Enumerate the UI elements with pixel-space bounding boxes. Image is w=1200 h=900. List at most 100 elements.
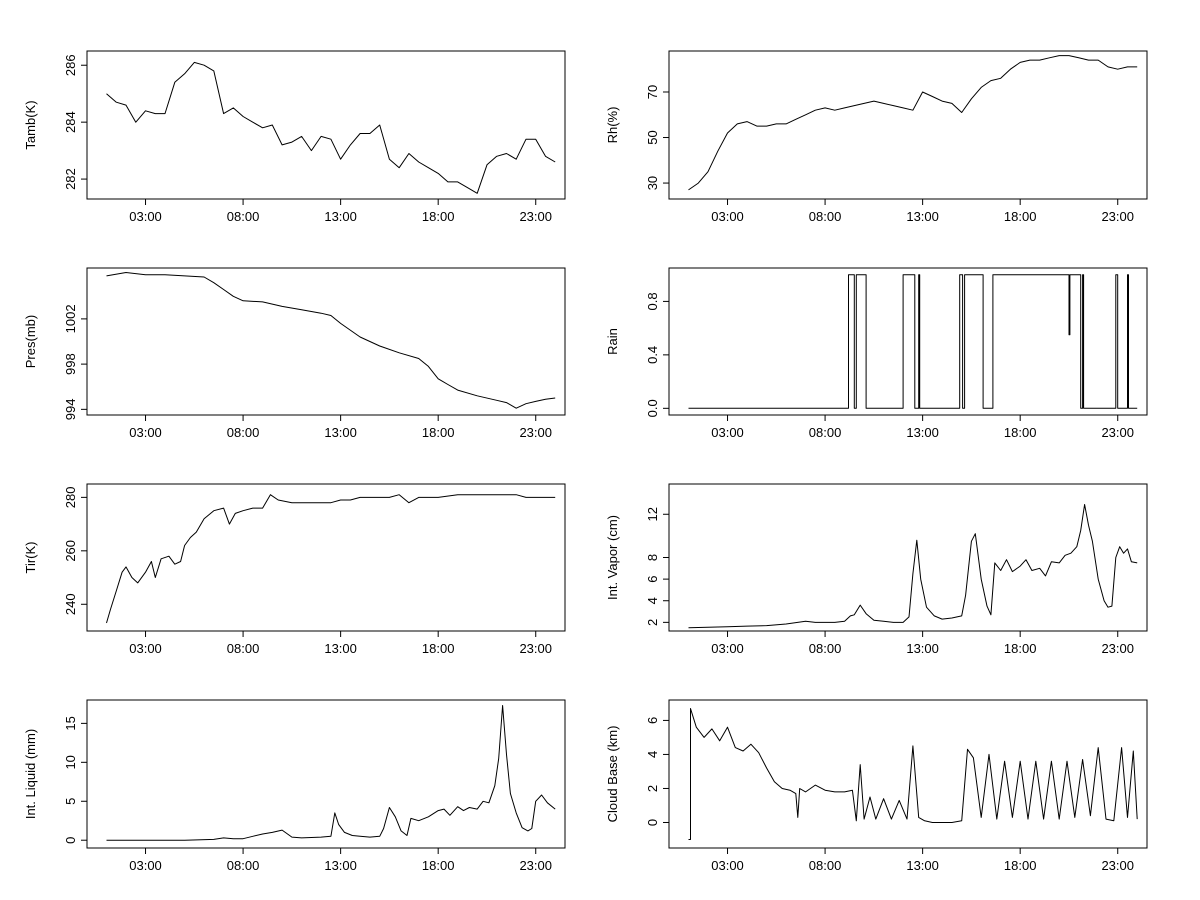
y-axis-label: Tamb(K) [23, 100, 38, 149]
x-tick-label: 03:00 [129, 858, 162, 873]
x-tick-label: 08:00 [227, 425, 260, 440]
x-tick-label: 23:00 [1101, 425, 1134, 440]
y-axis-label: Cloud Base (km) [605, 726, 620, 823]
series-line [688, 55, 1138, 191]
y-tick-label: 4 [645, 597, 660, 604]
y-tick-label: 1002 [63, 304, 78, 333]
series-line [688, 504, 1138, 629]
x-tick-label: 03:00 [129, 209, 162, 224]
x-tick-label: 18:00 [1004, 425, 1037, 440]
x-tick-label: 13:00 [324, 209, 357, 224]
x-tick-label: 08:00 [809, 641, 842, 656]
series-line [106, 272, 556, 409]
x-tick-label: 23:00 [1101, 209, 1134, 224]
y-tick-label: 6 [645, 717, 660, 724]
panel-6: 03:00 08:00 13:00 18:00 23:00 0 5 10 15 Int. Liqu… [23, 699, 566, 873]
panel-2: 03:00 08:00 13:00 18:00 23:00 994 998 1002 Pres(… [23, 267, 566, 440]
x-tick-label: 08:00 [227, 641, 260, 656]
x-tick-label: 08:00 [809, 209, 842, 224]
y-tick-label: 0.0 [645, 399, 660, 417]
series-line [688, 274, 1138, 409]
y-tick-label: 2 [645, 619, 660, 626]
x-tick-label: 03:00 [711, 425, 744, 440]
y-tick-label: 5 [63, 798, 78, 805]
x-tick-label: 03:00 [129, 641, 162, 656]
plot-frame [668, 50, 1148, 200]
plot-frame [86, 50, 566, 200]
y-tick-label: 0.8 [645, 292, 660, 310]
panel-4: 03:00 08:00 13:00 18:00 23:00 240 260 280 Tir(K) [23, 483, 566, 656]
y-tick-label: 260 [63, 540, 78, 562]
y-tick-label: 284 [63, 111, 78, 133]
y-tick-label: 6 [645, 576, 660, 583]
x-tick-label: 23:00 [1101, 641, 1134, 656]
plot-frame [86, 267, 566, 416]
x-tick-label: 13:00 [906, 425, 939, 440]
panel-5: 03:00 08:00 13:00 18:00 23:00 2 4 6 8 12 Int. Vapo… [605, 483, 1148, 656]
x-tick-label: 23:00 [1101, 858, 1134, 873]
y-tick-label: 282 [63, 168, 78, 190]
y-tick-label: 50 [645, 130, 660, 144]
y-axis-label: Int. Vapor (cm) [605, 515, 620, 600]
y-tick-label: 998 [63, 353, 78, 375]
x-tick-label: 23:00 [519, 641, 552, 656]
panel-0: 03:00 08:00 13:00 18:00 23:00 282 284 286 Tamb(K… [23, 50, 566, 224]
x-tick-label: 18:00 [422, 209, 455, 224]
x-tick-label: 08:00 [809, 425, 842, 440]
series-line [688, 708, 1138, 840]
x-tick-label: 18:00 [1004, 641, 1037, 656]
x-tick-label: 13:00 [906, 858, 939, 873]
y-tick-label: 0.4 [645, 346, 660, 364]
x-tick-label: 03:00 [711, 209, 744, 224]
x-tick-label: 18:00 [422, 858, 455, 873]
y-tick-label: 70 [645, 85, 660, 99]
plot-frame [668, 483, 1148, 632]
y-tick-label: 2 [645, 785, 660, 792]
x-tick-label: 18:00 [1004, 209, 1037, 224]
x-tick-label: 13:00 [324, 858, 357, 873]
y-tick-label: 0 [63, 837, 78, 844]
x-tick-label: 13:00 [324, 425, 357, 440]
plot-frame [668, 267, 1148, 416]
x-tick-label: 13:00 [906, 641, 939, 656]
y-tick-label: 280 [63, 487, 78, 509]
y-tick-label: 286 [63, 54, 78, 76]
y-axis-label: Int. Liquid (mm) [23, 729, 38, 819]
x-tick-label: 08:00 [227, 858, 260, 873]
y-tick-label: 8 [645, 554, 660, 561]
y-tick-label: 15 [63, 716, 78, 730]
y-tick-label: 994 [63, 398, 78, 420]
x-tick-label: 18:00 [1004, 858, 1037, 873]
x-tick-label: 08:00 [809, 858, 842, 873]
y-tick-label: 4 [645, 751, 660, 758]
plot-frame [86, 699, 566, 849]
x-tick-label: 13:00 [906, 209, 939, 224]
x-tick-label: 23:00 [519, 858, 552, 873]
panel-7: 03:00 08:00 13:00 18:00 23:00 0 2 4 6 Cloud Base … [605, 699, 1148, 873]
y-tick-label: 12 [645, 507, 660, 521]
series-line [106, 61, 556, 194]
series-line [106, 494, 556, 624]
plot-frame [668, 699, 1148, 849]
y-axis-label: Rain [605, 328, 620, 355]
y-tick-label: 10 [63, 755, 78, 769]
x-tick-label: 13:00 [324, 641, 357, 656]
y-axis-label: Tir(K) [23, 541, 38, 573]
x-tick-label: 03:00 [129, 425, 162, 440]
panel-1: 03:00 08:00 13:00 18:00 23:00 30 50 70 Rh(%) [605, 50, 1148, 224]
x-tick-label: 03:00 [711, 858, 744, 873]
x-tick-label: 03:00 [711, 641, 744, 656]
y-axis-label: Pres(mb) [23, 315, 38, 368]
y-axis-label: Rh(%) [605, 107, 620, 144]
series-line [106, 705, 556, 841]
y-tick-label: 30 [645, 176, 660, 190]
y-tick-label: 0 [645, 819, 660, 826]
x-tick-label: 23:00 [519, 209, 552, 224]
x-tick-label: 23:00 [519, 425, 552, 440]
y-tick-label: 240 [63, 593, 78, 615]
panel-3: 03:00 08:00 13:00 18:00 23:00 0.0 0.4 0.8 Rain [605, 267, 1148, 440]
x-tick-label: 18:00 [422, 641, 455, 656]
plot-frame [86, 483, 566, 632]
